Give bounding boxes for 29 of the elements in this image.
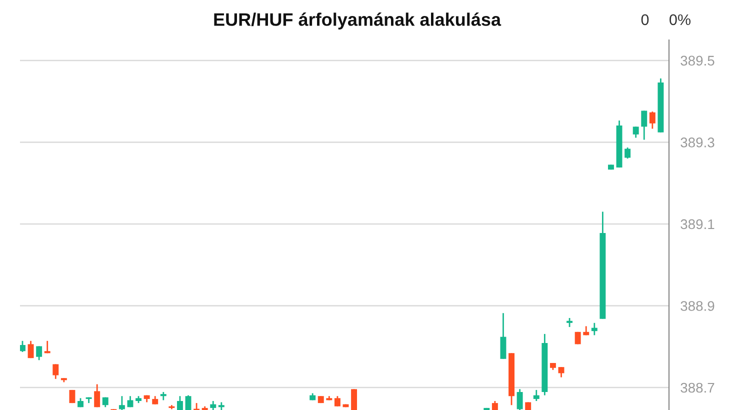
y-tick-label: 388.7 xyxy=(680,382,714,393)
candlestick xyxy=(94,384,100,408)
candlestick xyxy=(36,346,42,361)
candlestick xyxy=(334,395,340,408)
candlestick xyxy=(176,395,183,410)
candlestick xyxy=(591,322,598,336)
candlestick xyxy=(533,389,540,402)
text: 0 xyxy=(641,14,649,26)
candlestick xyxy=(28,340,34,359)
candlestick xyxy=(649,110,656,130)
candlestick xyxy=(44,340,50,354)
chart-title: EUR/HUF árfolyamának alakulása xyxy=(214,12,502,30)
candlestick xyxy=(500,312,506,360)
y-tick-label: 389.5 xyxy=(680,56,714,66)
candlestick xyxy=(624,146,631,160)
candlestick xyxy=(20,340,26,353)
candlestick xyxy=(52,364,59,380)
y-tick-label: 389.1 xyxy=(680,219,714,230)
y-tick-label: 388.9 xyxy=(680,301,714,311)
candlestick xyxy=(185,394,192,410)
candlestick xyxy=(351,388,358,410)
candlestick xyxy=(641,110,648,140)
candlestick xyxy=(118,395,125,410)
text: 0% xyxy=(670,14,690,26)
y-tick-label: 389.3 xyxy=(680,138,714,148)
candlestick xyxy=(218,402,224,410)
candlestick xyxy=(558,366,564,378)
candlestick xyxy=(632,126,639,138)
candlestick xyxy=(516,388,523,410)
